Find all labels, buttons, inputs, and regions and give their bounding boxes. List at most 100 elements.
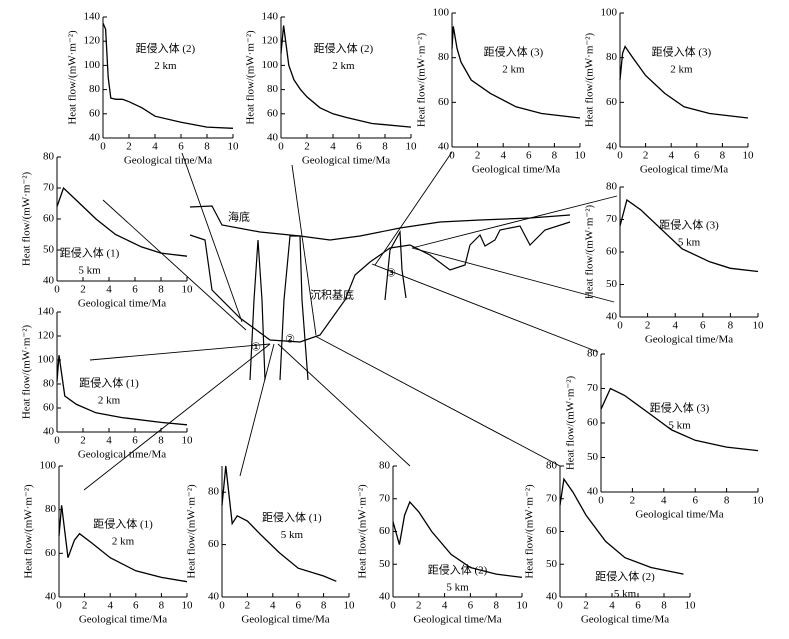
x-tick-label: 8 [728, 320, 734, 332]
y-tick-label: 60 [208, 538, 220, 550]
y-axis-label: Heat flow/(mW·m⁻²) [584, 33, 596, 128]
y-tick-label: 50 [606, 278, 618, 290]
heat-flow-line [559, 477, 684, 575]
seafloor-label: 海底 [228, 210, 250, 224]
x-tick-label: 8 [724, 495, 730, 507]
connector [291, 164, 317, 336]
x-tick-label: 10 [753, 320, 765, 332]
heat-flow-line [102, 22, 234, 129]
y-tick-label: 60 [45, 547, 57, 559]
y-tick-label: 120 [38, 330, 55, 342]
x-tick-label: 4 [330, 141, 336, 153]
x-tick-label: 4 [106, 435, 112, 447]
x-tick-label: 6 [468, 600, 474, 612]
annotation: 距侵入体 (1) [262, 510, 322, 524]
x-tick-label: 2 [630, 495, 636, 507]
x-tick-label: 0 [219, 600, 225, 612]
annotation: 距侵入体 (1) [60, 245, 120, 259]
y-tick-label: 60 [43, 213, 55, 225]
x-axis-label: Geological time/Ma [645, 334, 733, 346]
x-tick-label: 4 [500, 150, 506, 162]
connector [371, 263, 599, 353]
x-tick-label: 10 [575, 150, 587, 162]
heat-flow-line [221, 465, 337, 582]
x-tick-label: 8 [382, 141, 388, 153]
y-tick-label: 70 [587, 382, 599, 394]
chart: 40 50 60 70 80 0 2 4 6 8 10 Geological time/Ma Heat … [357, 460, 528, 626]
y-tick-label: 100 [84, 59, 101, 71]
x-tick-label: 6 [132, 284, 138, 296]
y-tick-label: 80 [43, 378, 55, 390]
y-tick-label: 40 [587, 486, 599, 498]
x-axis-label: Geological time/Ma [472, 164, 560, 176]
x-tick-label: 8 [204, 141, 210, 153]
chart: 40 60 80 100 0 2 4 6 8 10 Geological time/Ma Heat f… [416, 7, 586, 176]
connector [374, 151, 453, 266]
y-tick-label: 60 [43, 402, 55, 414]
x-tick-label: 8 [661, 600, 667, 612]
y-tick-label: 100 [262, 59, 279, 71]
x-tick-label: 4 [106, 284, 112, 296]
y-tick-label: 120 [84, 35, 101, 47]
x-tick-label: 0 [617, 320, 623, 332]
annotation: 5 km [78, 264, 101, 276]
x-tick-label: 0 [598, 495, 604, 507]
x-tick-label: 10 [182, 284, 194, 296]
y-tick-label: 40 [379, 591, 391, 603]
y-tick-label: 70 [379, 492, 391, 504]
annotation: 2 km [502, 64, 525, 76]
y-axis-label: Heat flow/(mW·m⁻²) [21, 325, 33, 420]
y-tick-label: 40 [208, 591, 220, 603]
y-tick-label: 80 [267, 83, 279, 95]
y-tick-label: 100 [38, 354, 55, 366]
y-tick-label: 60 [89, 107, 101, 119]
x-tick-label: 8 [321, 600, 327, 612]
x-axis-label: Geological time/Ma [635, 509, 723, 521]
site-label: ② [285, 334, 295, 346]
x-tick-label: 10 [406, 141, 418, 153]
x-tick-label: 2 [645, 320, 651, 332]
x-tick-label: 8 [159, 600, 165, 612]
heat-flow-line [600, 387, 759, 452]
x-tick-label: 2 [82, 600, 88, 612]
x-tick-label: 0 [278, 141, 284, 153]
x-axis-label: Geological time/Ma [241, 614, 329, 626]
chart: 40 60 80 100 120 140 0 2 4 6 8 10 Geological time/Ma… [67, 11, 239, 167]
annotation: 距侵入体 (2) [314, 41, 374, 55]
x-tick-label: 4 [609, 600, 615, 612]
y-tick-label: 70 [43, 182, 55, 194]
x-axis-label: Geological time/Ma [78, 449, 166, 461]
x-tick-label: 8 [493, 600, 499, 612]
x-tick-label: 6 [133, 600, 139, 612]
x-tick-label: 2 [583, 600, 589, 612]
x-axis-label: Geological time/Ma [581, 614, 669, 626]
heat-flow-line [56, 186, 188, 257]
heat-flow-line [451, 26, 581, 119]
annotation: 2 km [154, 60, 177, 72]
y-tick-label: 140 [84, 11, 101, 23]
annotation: 距侵入体 (1) [79, 376, 139, 390]
heat-flow-line [392, 500, 523, 579]
y-tick-label: 80 [89, 83, 101, 95]
x-tick-label: 4 [661, 495, 667, 507]
y-tick-label: 50 [379, 558, 391, 570]
y-tick-label: 80 [379, 460, 391, 472]
y-tick-label: 40 [89, 132, 101, 144]
heat-flow-line [280, 25, 412, 128]
heat-flow-line [619, 198, 759, 273]
y-tick-label: 60 [379, 525, 391, 537]
chart: 40 60 80 100 0 2 4 6 8 10 Geological time/Ma Heat f… [584, 7, 754, 176]
x-tick-label: 0 [54, 435, 60, 447]
intrusion-2 [279, 235, 309, 381]
y-tick-label: 60 [546, 525, 558, 537]
connector [239, 343, 275, 477]
y-axis-label: Heat flow/(mW·m⁻²) [186, 484, 198, 579]
heat-flow-line [56, 355, 188, 426]
y-tick-label: 100 [601, 7, 618, 19]
x-tick-label: 6 [295, 600, 301, 612]
chart: 40 60 80 100 120 140 0 2 4 6 8 10 Geological time/Ma… [21, 306, 193, 461]
y-tick-label: 40 [43, 426, 55, 438]
annotation: 距侵入体 (3) [484, 45, 544, 59]
